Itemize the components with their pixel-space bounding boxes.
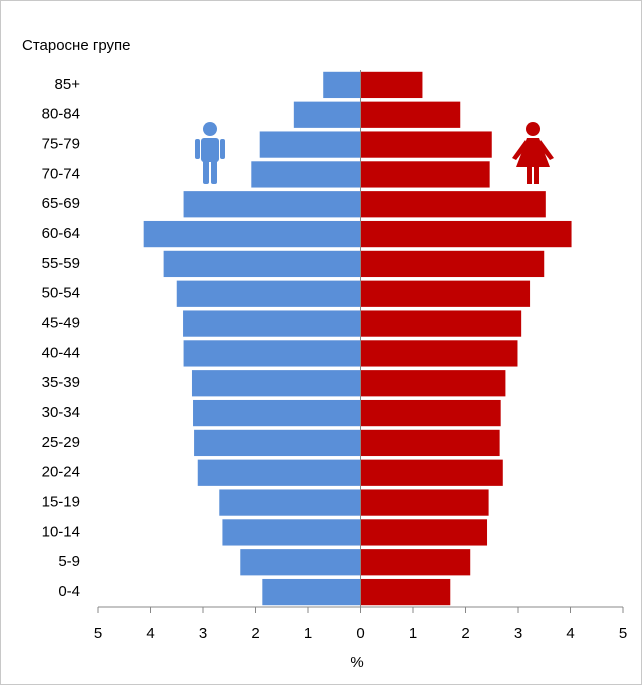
bar: [360, 161, 490, 188]
bar: [176, 280, 361, 307]
y-tick-label: 45-49: [42, 315, 80, 332]
male-icon: [195, 122, 225, 184]
bar: [183, 191, 361, 218]
bar: [143, 220, 361, 248]
x-tick-label: 4: [146, 625, 154, 642]
x-tick-label: 1: [304, 625, 312, 642]
y-tick-label: 20-24: [42, 464, 80, 481]
female-icon: [512, 122, 554, 184]
y-tick-label: 60-64: [42, 225, 80, 242]
bar: [360, 220, 572, 248]
bar: [197, 459, 361, 486]
x-tick-label: 0: [356, 625, 364, 642]
bar: [222, 519, 361, 546]
bar: [262, 578, 361, 606]
bar: [219, 489, 361, 516]
y-tick-label: 65-69: [42, 195, 80, 212]
y-tick-label: 30-34: [42, 404, 80, 421]
y-tick-label: 5-9: [58, 553, 80, 570]
bar: [360, 340, 518, 367]
bar: [360, 131, 492, 158]
x-tick-label: 1: [409, 625, 417, 642]
y-tick-label: 70-74: [42, 165, 80, 182]
chart-title: Старосне групе: [22, 37, 130, 54]
bar: [183, 310, 361, 337]
x-tick-label: 5: [94, 625, 102, 642]
bar: [193, 399, 361, 427]
bar: [191, 370, 361, 397]
y-tick-label: 0-4: [58, 583, 80, 600]
y-tick-label: 40-44: [42, 344, 80, 361]
bar: [183, 340, 361, 367]
bar: [323, 71, 361, 99]
bar: [360, 459, 503, 486]
bar: [360, 429, 500, 457]
x-axis-label: %: [350, 654, 363, 671]
bar: [360, 250, 545, 278]
bar: [194, 429, 361, 457]
bar: [360, 549, 471, 576]
bar: [259, 131, 361, 158]
x-tick-label: 2: [461, 625, 469, 642]
y-tick-label: 50-54: [42, 285, 80, 302]
y-tick-label: 10-14: [42, 523, 80, 540]
bar: [163, 250, 361, 278]
bar: [251, 161, 361, 188]
bar: [360, 101, 461, 128]
bar: [240, 549, 361, 576]
bar: [360, 519, 488, 546]
bar: [360, 399, 501, 427]
y-tick-label: 25-29: [42, 434, 80, 451]
x-tick-label: 2: [251, 625, 259, 642]
bar: [360, 280, 531, 307]
bar: [360, 370, 506, 397]
y-tick-label: 55-59: [42, 255, 80, 272]
x-tick-label: 4: [566, 625, 574, 642]
bar: [360, 489, 489, 516]
bar: [293, 101, 361, 128]
y-tick-label: 15-19: [42, 494, 80, 511]
bar: [360, 310, 522, 337]
y-tick-label: 35-39: [42, 374, 80, 391]
x-tick-label: 3: [514, 625, 522, 642]
y-tick-label: 75-79: [42, 136, 80, 153]
y-tick-label: 80-84: [42, 106, 80, 123]
bar: [360, 578, 451, 606]
x-tick-label: 3: [199, 625, 207, 642]
x-tick-label: 5: [619, 625, 627, 642]
bar: [360, 71, 423, 99]
bar: [360, 191, 546, 218]
y-tick-label: 85+: [55, 76, 81, 93]
